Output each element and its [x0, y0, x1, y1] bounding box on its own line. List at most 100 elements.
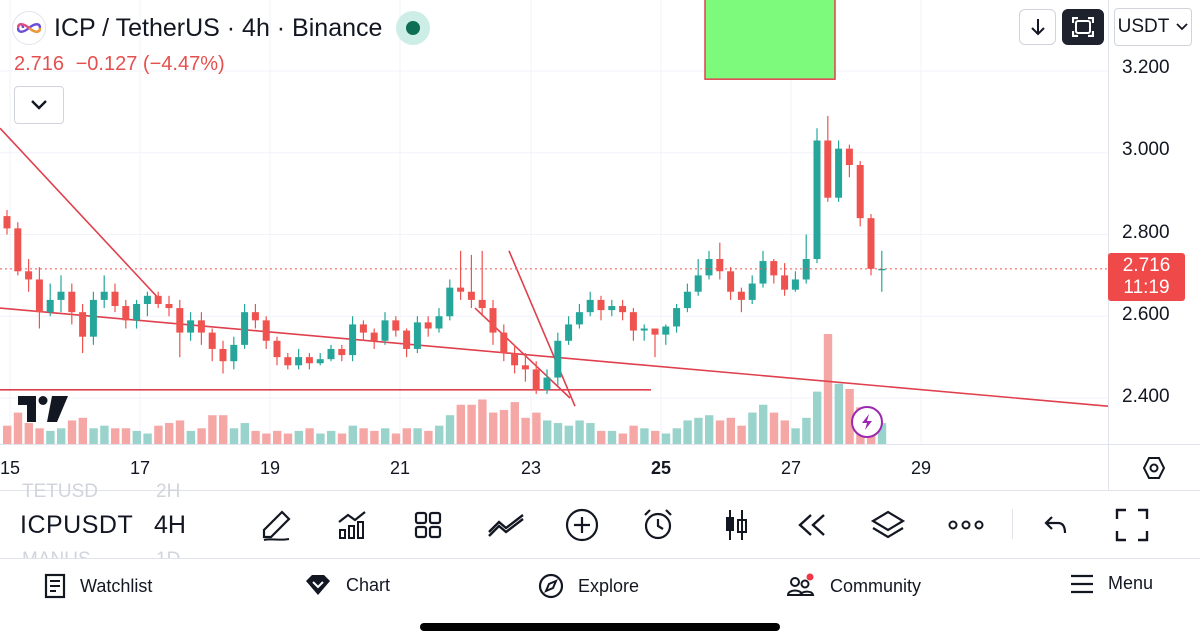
volume-bar [607, 430, 617, 444]
candle-body [197, 320, 205, 333]
symbol-header[interactable]: ICP / TetherUS · 4h · Binance [12, 11, 431, 45]
volume-bar [823, 334, 833, 444]
scroll-down-button[interactable] [1019, 9, 1056, 45]
time-tick: 23 [520, 458, 542, 478]
candle-body [392, 320, 400, 331]
expand-legend-button[interactable] [14, 86, 64, 124]
volume-bar [370, 430, 379, 444]
quick-action-bolt-button[interactable] [851, 406, 883, 438]
volume-bar [359, 428, 368, 444]
compare-button[interactable] [484, 503, 528, 547]
time-tick-bold: 25 [650, 458, 672, 478]
candle-body [208, 332, 216, 349]
candle-body [446, 287, 454, 317]
volume-bar [132, 430, 141, 444]
candle-body [640, 328, 648, 331]
chart-area[interactable]: ICP / TetherUS · 4h · Binance 2.716 −0.1… [0, 0, 1200, 490]
symbol-selector[interactable]: ICPUSDT [20, 511, 134, 539]
bottom-navigation: Watchlist Chart Explore Community Menu [0, 558, 1200, 644]
volume-bar [651, 430, 660, 444]
candle-body [575, 312, 583, 325]
candle-body [187, 320, 195, 333]
candle-body [14, 228, 22, 272]
volume-bar [381, 428, 390, 444]
candle-body [143, 295, 151, 304]
volume-bar [456, 404, 465, 444]
candle-body [338, 348, 346, 356]
candle-body [111, 291, 119, 307]
tradingview-logo[interactable] [18, 396, 68, 427]
hamburger-icon [1071, 574, 1093, 593]
candle-body [683, 291, 691, 309]
candle-body [489, 308, 497, 333]
candle-body [673, 308, 681, 327]
nav-chart[interactable]: Chart [304, 573, 390, 597]
more-options-button[interactable] [944, 503, 988, 547]
volume-bar [543, 420, 552, 444]
volume-bar [3, 425, 12, 444]
price-tick: 2.600 [1122, 304, 1170, 325]
layouts-button[interactable] [406, 503, 450, 547]
interval-selector[interactable]: 4H [154, 511, 186, 539]
chart-canvas[interactable] [0, 0, 1200, 490]
chart-type-button[interactable] [714, 503, 758, 547]
candle-body [133, 303, 141, 321]
time-tick: 17 [129, 458, 151, 478]
candle-body [845, 148, 853, 166]
drawing-tool-button[interactable] [254, 503, 298, 547]
volume-bar [186, 430, 195, 444]
price-quote: 2.716 −0.127 (−4.47%) [14, 53, 225, 76]
candle-body [662, 326, 670, 335]
volume-bar [46, 430, 55, 444]
volume-bar [121, 428, 131, 444]
tradingview-logo-icon [18, 396, 68, 422]
volume-bar [165, 423, 174, 444]
volume-bar [316, 433, 325, 444]
volume-bar [435, 425, 444, 444]
currency-select[interactable]: USDT [1114, 8, 1192, 46]
fullscreen-chart-button[interactable] [1062, 9, 1104, 45]
watchlist-icon [44, 573, 66, 599]
add-symbol-button[interactable] [560, 503, 604, 547]
candle-body [856, 165, 864, 219]
volume-bar [391, 433, 401, 444]
candle-body [176, 308, 184, 333]
nav-community-label: Community [830, 575, 922, 596]
nav-menu[interactable]: Menu [1070, 573, 1153, 594]
replay-button[interactable] [790, 503, 834, 547]
symbol-title[interactable]: ICP / TetherUS · 4h · Binance [54, 13, 383, 42]
candle-body [705, 259, 713, 276]
candle-body [781, 275, 789, 290]
volume-bar [251, 430, 260, 444]
undo-icon [1044, 516, 1067, 534]
objects-tree-button[interactable] [866, 503, 910, 547]
fullscreen-button[interactable] [1110, 503, 1154, 547]
volume-bar [219, 415, 228, 444]
candle-body [370, 332, 378, 341]
volume-bar [283, 433, 293, 444]
nav-community[interactable]: Community [786, 573, 921, 599]
nav-watchlist[interactable]: Watchlist [44, 573, 152, 599]
volume-bar [35, 428, 44, 444]
indicators-button[interactable] [330, 503, 374, 547]
plus-circle-icon [565, 508, 599, 542]
alert-button[interactable] [636, 503, 680, 547]
market-status-icon[interactable] [396, 11, 431, 45]
nav-explore[interactable]: Explore [538, 573, 639, 599]
candle-body [521, 365, 529, 370]
candle-body [381, 320, 389, 341]
volume-bar [705, 415, 714, 444]
candle-body [586, 299, 594, 313]
chart-settings-button[interactable] [1140, 454, 1168, 482]
volume-bar [445, 415, 455, 444]
volume-bar [305, 428, 314, 444]
candle-body [305, 357, 313, 364]
volume-bar [424, 430, 433, 444]
arrow-down-icon [1030, 19, 1045, 36]
undo-button[interactable] [1034, 503, 1078, 547]
volume-bar [499, 409, 509, 444]
volume-bar [737, 425, 746, 444]
candle-body [770, 261, 778, 276]
compare-lines-icon [488, 514, 524, 537]
candle-body [694, 275, 702, 292]
